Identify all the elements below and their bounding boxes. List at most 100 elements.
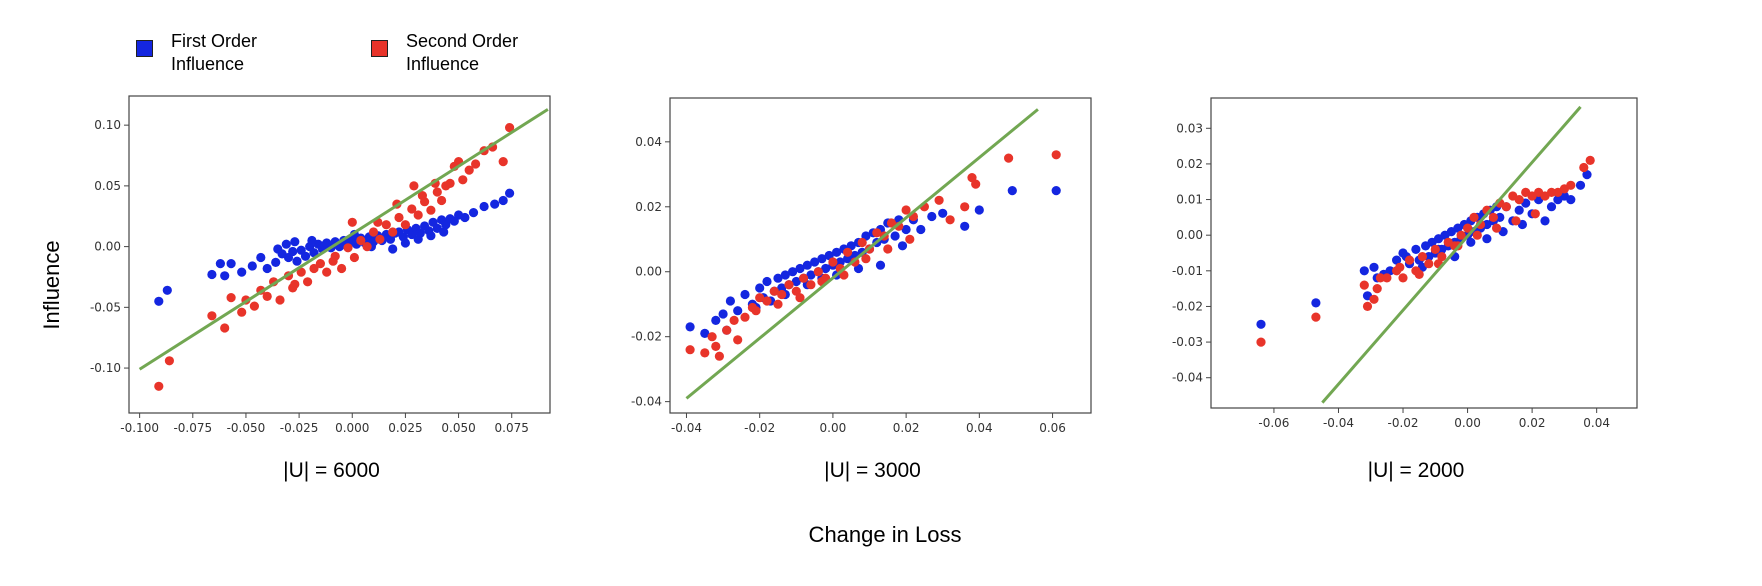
x-tick-label: -0.02: [1387, 416, 1418, 430]
point-first-order: [916, 224, 926, 235]
point-second-order: [843, 247, 853, 257]
point-first-order: [1385, 266, 1395, 276]
point-second-order: [1311, 312, 1321, 322]
y-tick-label: -0.05: [90, 300, 121, 314]
point-first-order: [220, 271, 230, 281]
x-tick-label: 0.04: [1583, 416, 1610, 430]
point-first-order: [835, 257, 845, 267]
point-first-order: [154, 296, 164, 306]
chart-1: -0.100 -0.075 -0.050 -0.025 0.000 0.025 0.050 0…: [90, 95, 551, 482]
plot-frame: [1210, 97, 1638, 409]
point-second-order: [795, 293, 805, 303]
x-tick-label: 0.06: [1039, 421, 1066, 435]
point-second-order: [154, 381, 164, 391]
point-first-order: [288, 246, 298, 257]
point-second-order: [733, 335, 743, 345]
point-second-order: [813, 267, 823, 277]
point-first-order: [901, 224, 911, 235]
point-first-order: [795, 263, 805, 274]
point-first-order: [1359, 266, 1369, 276]
point-first-order: [762, 276, 772, 287]
point-second-order: [806, 280, 816, 290]
x-tick-label: -0.025: [280, 421, 319, 435]
point-first-order: [821, 263, 831, 274]
y-tick-label: 0.02: [635, 200, 662, 214]
point-second-order: [417, 191, 427, 201]
x-tick-label: 0.04: [966, 421, 993, 435]
point-second-order: [1488, 212, 1498, 222]
point-first-order: [439, 227, 449, 237]
point-first-order: [413, 234, 423, 244]
y-tick-label: -0.02: [1172, 299, 1203, 313]
point-first-order: [1256, 319, 1266, 329]
point-first-order: [1495, 212, 1505, 222]
x-tick-label: -0.050: [227, 421, 266, 435]
point-second-order: [1585, 155, 1595, 165]
point-first-order: [162, 285, 172, 295]
point-first-order: [817, 254, 827, 264]
point-first-order: [320, 240, 330, 250]
point-first-order: [755, 283, 765, 293]
point-second-order: [1395, 262, 1405, 272]
point-second-order: [309, 263, 319, 274]
point-second-order: [381, 220, 391, 230]
reference-line: [1321, 105, 1582, 404]
point-first-order: [307, 235, 317, 246]
point-first-order: [1051, 186, 1061, 196]
point-second-order: [1362, 301, 1373, 311]
point-second-order: [362, 242, 372, 252]
point-second-order: [1359, 280, 1369, 290]
plot-frame: [128, 95, 551, 414]
legend-item-second-order: Second Order Influence: [371, 30, 536, 76]
point-first-order: [400, 238, 410, 248]
point-first-order: [1514, 205, 1524, 215]
x-tick-label: -0.02: [744, 421, 775, 435]
point-second-order: [303, 277, 313, 287]
point-first-order: [1575, 180, 1586, 190]
point-first-order: [806, 270, 816, 280]
point-second-order: [356, 235, 366, 246]
point-first-order: [215, 259, 225, 269]
point-second-order: [934, 195, 944, 205]
point-first-order: [237, 267, 247, 277]
legend-label-second-order: Second Order Influence: [406, 31, 519, 74]
point-second-order: [1382, 273, 1392, 283]
point-first-order: [725, 296, 736, 306]
point-first-order: [733, 306, 743, 316]
point-second-order: [471, 159, 481, 169]
point-first-order: [1007, 186, 1017, 196]
reference-line: [685, 108, 1039, 400]
point-second-order: [407, 204, 417, 214]
point-second-order: [1369, 294, 1379, 304]
point-second-order: [498, 157, 508, 167]
y-tick-label: 0.00: [635, 265, 662, 279]
point-first-order: [843, 254, 853, 264]
point-first-order: [700, 328, 710, 338]
point-second-order: [777, 289, 787, 300]
point-first-order: [897, 241, 908, 251]
legend-swatch-second-order: [371, 40, 388, 57]
point-second-order: [755, 293, 765, 303]
x-tick-label: -0.075: [173, 421, 212, 435]
x-tick-label: -0.06: [1258, 416, 1289, 430]
point-first-order: [685, 322, 695, 332]
point-second-order: [1456, 230, 1466, 240]
x-tick-label: 0.00: [1454, 416, 1481, 430]
legend-item-first-order: First Order Influence: [136, 30, 301, 76]
point-second-order: [751, 306, 761, 316]
point-second-order: [1546, 187, 1557, 197]
point-second-order: [1372, 284, 1382, 294]
y-tick-label: 0.03: [1176, 121, 1203, 135]
chart-3: -0.06 -0.04 -0.02 0.00 0.02 0.04 -0.04 -0.03 -0.…: [1172, 97, 1638, 482]
point-first-order: [290, 237, 300, 247]
point-first-order: [292, 256, 302, 266]
point-second-order: [1430, 244, 1440, 254]
point-second-order: [413, 210, 423, 220]
point-second-order: [1530, 209, 1540, 219]
y-tick-label: 0.02: [1176, 157, 1203, 171]
point-second-order: [220, 323, 230, 333]
point-second-order: [861, 254, 871, 264]
y-tick-label: 0.10: [94, 118, 121, 132]
point-second-order: [337, 263, 347, 274]
point-first-order: [1369, 262, 1379, 272]
